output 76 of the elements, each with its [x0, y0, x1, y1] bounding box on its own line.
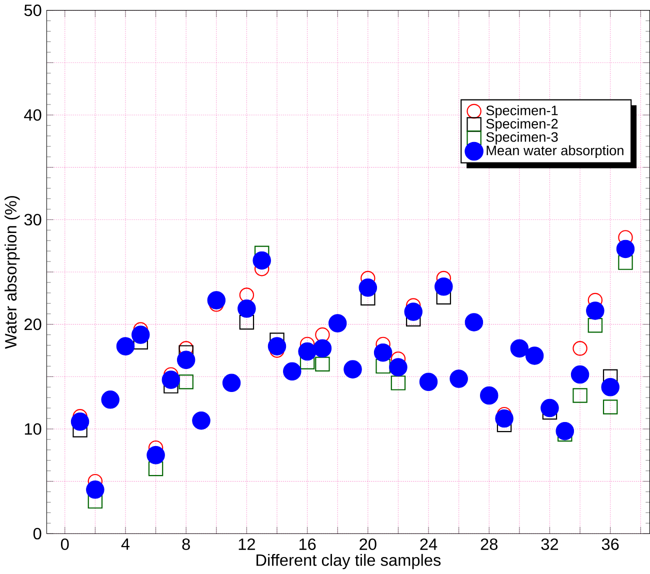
point [572, 388, 588, 403]
x-axis-title: Different clay tile samples [256, 554, 441, 570]
y-tick-label: 30 [24, 214, 42, 226]
point [298, 342, 316, 361]
point [464, 313, 484, 332]
legend-label: Specimen-2 [486, 118, 558, 132]
point [389, 358, 408, 376]
y-tick-label: 50 [24, 4, 42, 16]
x-tick-label: 20 [360, 538, 376, 550]
y-tick-label: 20 [24, 318, 42, 330]
point [162, 370, 180, 390]
legend-label: Specimen-1 [486, 105, 558, 118]
point [358, 278, 378, 297]
y-axis-title: Water absorption (%) [4, 196, 20, 350]
point [572, 341, 588, 356]
point [616, 240, 635, 258]
point [618, 255, 633, 270]
point [434, 278, 453, 296]
legend-label: Specimen-3 [486, 132, 558, 145]
point [570, 366, 590, 384]
point [588, 318, 603, 333]
point [86, 480, 104, 499]
x-tick-label: 12 [238, 538, 255, 550]
point [101, 390, 120, 409]
point [480, 386, 498, 405]
point [419, 372, 438, 392]
x-tick-label: 28 [480, 538, 498, 550]
point [450, 370, 468, 388]
point [344, 360, 362, 379]
point [540, 399, 559, 418]
point [239, 288, 254, 303]
x-tick-label: 0 [60, 538, 69, 550]
x-tick-label: 16 [299, 538, 316, 550]
point [70, 412, 90, 431]
point [436, 290, 452, 305]
y-tick-label: 0 [33, 528, 42, 540]
point [556, 422, 574, 440]
y-tick-label: 10 [24, 423, 42, 435]
point [283, 362, 302, 381]
legend-label: Mean water absorption [486, 145, 624, 158]
point [360, 290, 376, 306]
point [390, 376, 406, 390]
point [315, 328, 330, 342]
point [146, 446, 165, 464]
point [176, 350, 196, 370]
point [300, 354, 315, 370]
y-tick-label: 40 [24, 109, 42, 121]
point [239, 315, 254, 330]
point [374, 344, 392, 362]
point [116, 337, 135, 356]
point [602, 400, 618, 414]
point [525, 346, 544, 365]
point [510, 339, 529, 358]
point [495, 410, 514, 428]
x-tick-label: 32 [541, 538, 558, 550]
point [132, 326, 150, 344]
point [376, 358, 390, 374]
x-tick-label: 4 [121, 538, 130, 550]
point [252, 251, 271, 270]
point [313, 339, 332, 358]
x-tick-label: 36 [602, 538, 619, 550]
point [192, 412, 210, 430]
point [88, 494, 103, 509]
point [207, 291, 226, 310]
point [328, 314, 347, 333]
point [586, 302, 604, 320]
point [222, 374, 241, 392]
point [178, 374, 194, 390]
point [238, 300, 256, 318]
point [601, 378, 620, 396]
x-tick-label: 24 [420, 538, 438, 550]
x-tick-label: 8 [182, 538, 190, 550]
point [315, 356, 330, 372]
point [404, 302, 422, 322]
point [148, 462, 164, 476]
point [268, 337, 286, 356]
